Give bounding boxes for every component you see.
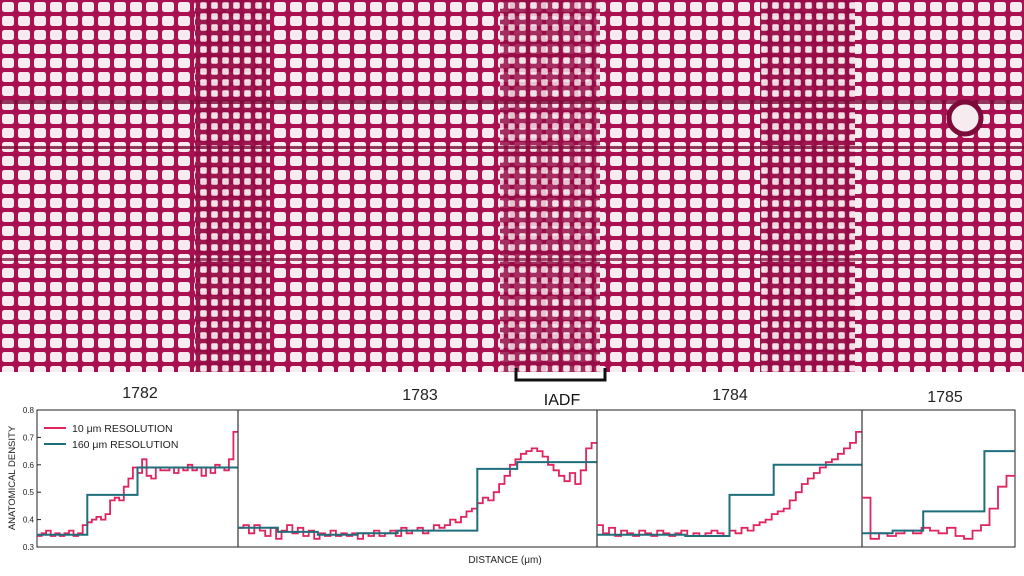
series-160um-1785 xyxy=(862,450,1015,535)
resin-duct xyxy=(946,99,984,137)
y-tick-label: 0.6 xyxy=(23,461,35,470)
y-axis: ANATOMICAL DENSITY 0.3 0.4 0.5 0.6 0.7 0.8 xyxy=(7,406,41,552)
x-axis-label: DISTANCE (μm) xyxy=(468,555,541,566)
panel-1783 xyxy=(237,410,597,547)
year-labels: 1782 1783 1784 1785 xyxy=(122,385,963,406)
y-tick-label: 0.4 xyxy=(23,516,35,525)
ray-line-3 xyxy=(0,258,1024,261)
latewood-band-1782 xyxy=(195,0,270,372)
year-label-1784: 1784 xyxy=(712,387,748,404)
y-tick-label: 0.5 xyxy=(23,488,35,497)
legend-label-160um: 160 μm RESOLUTION xyxy=(72,439,178,451)
series-10um-1785 xyxy=(862,474,1015,540)
iadf-bracket-line xyxy=(514,368,607,382)
year-label-1782: 1782 xyxy=(122,385,158,402)
iadf-label: IADF xyxy=(544,392,581,409)
plot-panels xyxy=(37,410,1015,547)
panel-1785 xyxy=(861,410,1015,547)
y-tick-label: 0.3 xyxy=(23,543,35,552)
y-tick-label: 0.8 xyxy=(23,406,35,415)
latewood-band-1784 xyxy=(760,0,855,372)
wood-micrograph xyxy=(0,0,1024,372)
year-label-1785: 1785 xyxy=(927,389,963,406)
legend-label-10um: 10 μm RESOLUTION xyxy=(72,423,173,435)
panel-1782 xyxy=(37,431,238,537)
y-ticks: 0.3 0.4 0.5 0.6 0.7 0.8 xyxy=(23,406,41,552)
series-160um-1782 xyxy=(37,466,238,536)
y-axis-label: ANATOMICAL DENSITY xyxy=(7,425,18,530)
plot-area xyxy=(36,409,1016,548)
series-160um-1784 xyxy=(597,463,862,537)
y-tick-label: 0.7 xyxy=(23,433,35,442)
ray-line-1 xyxy=(0,100,1024,104)
series-10um-1783 xyxy=(238,442,597,540)
legend: 10 μm RESOLUTION 160 μm RESOLUTION xyxy=(44,423,178,451)
panel-1784 xyxy=(596,410,862,547)
year-label-1783: 1783 xyxy=(402,387,438,404)
iadf-bracket: IADF xyxy=(514,368,607,409)
ray-line-2 xyxy=(0,146,1024,149)
series-160um-1783 xyxy=(238,461,597,536)
iadf-band xyxy=(500,0,600,372)
